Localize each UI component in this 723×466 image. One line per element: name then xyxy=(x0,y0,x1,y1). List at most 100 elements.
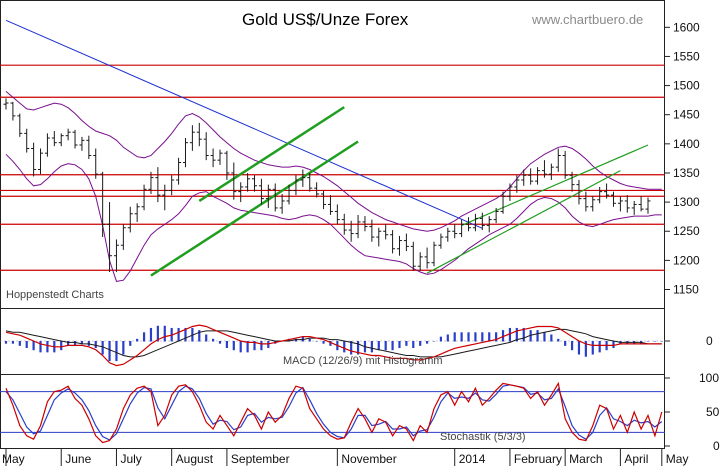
date-tick-label: November xyxy=(341,452,396,466)
date-tick-label: May xyxy=(2,452,25,466)
stochastic-k-line xyxy=(5,381,663,444)
macd-line xyxy=(5,324,662,367)
ohlc-bar xyxy=(348,220,354,242)
ohlc-bar xyxy=(431,241,437,267)
ohlc-bar xyxy=(196,122,202,147)
ohlc-bar xyxy=(286,184,292,205)
ohlc-bar xyxy=(383,224,389,240)
ohlc-bar xyxy=(86,135,92,159)
ohlc-bar xyxy=(72,129,78,149)
ohlc-bar xyxy=(479,212,485,231)
ohlc-bar xyxy=(472,213,478,232)
ohlc-bar xyxy=(631,200,637,215)
price-tick-label: 1200 xyxy=(673,253,700,267)
ohlc-bar xyxy=(169,175,175,196)
source-label: Hoppenstedt Charts xyxy=(6,289,104,301)
ohlc-bar xyxy=(279,193,285,214)
ohlc-bar xyxy=(224,150,230,180)
macd-tick-label: 0 xyxy=(706,334,713,348)
ohlc-bar xyxy=(17,113,23,137)
date-tick-label: August xyxy=(176,452,214,466)
ohlc-bar xyxy=(390,230,396,254)
ohlc-bar xyxy=(38,148,44,175)
ohlc-bar xyxy=(445,227,451,242)
ohlc-bar xyxy=(583,191,589,212)
ohlc-bar xyxy=(466,217,472,232)
ohlc-bar xyxy=(272,183,278,212)
ohlc-bar xyxy=(638,196,644,212)
watermark: www.chartbuero.de xyxy=(531,12,643,27)
ohlc-bar xyxy=(369,219,375,242)
ohlc-bar xyxy=(645,197,651,214)
ohlc-bar xyxy=(321,190,327,210)
ohlc-bar xyxy=(300,169,306,187)
ohlc-bar xyxy=(31,142,37,177)
ohlc-bar xyxy=(210,148,216,168)
ohlc-bar xyxy=(562,150,568,179)
ohlc-bar xyxy=(113,239,119,273)
ohlc-bar xyxy=(162,184,168,211)
ohlc-bar xyxy=(500,191,506,214)
ohlc-bar xyxy=(341,213,347,235)
ohlc-bar xyxy=(44,133,50,157)
ohlc-bar xyxy=(217,149,223,165)
ohlc-bar xyxy=(610,191,616,207)
macd-signal-line xyxy=(5,328,662,358)
ohlc-bar xyxy=(141,184,147,211)
date-tick-label: 2014 xyxy=(459,452,486,466)
ohlc-bar xyxy=(24,128,30,153)
channel-2-upper-line xyxy=(461,144,649,226)
ohlc-bar xyxy=(548,163,554,180)
bollinger-bands-layer xyxy=(5,91,662,282)
ohlc-bar xyxy=(410,241,416,271)
ohlc-bar xyxy=(58,133,64,147)
ohlc-bar xyxy=(528,168,534,185)
stochastic-tick-label: 100 xyxy=(699,371,719,385)
stochastic-layer: 100 50 0 xyxy=(0,371,720,453)
price-tick-label: 1300 xyxy=(673,195,700,209)
ohlc-bar xyxy=(3,98,9,110)
ohlc-bar xyxy=(176,157,182,185)
price-tick-label: 1400 xyxy=(673,137,700,151)
ohlc-bar xyxy=(590,196,596,212)
price-tick-label: 1350 xyxy=(673,166,700,180)
stochastic-label: Stochastik (5/3/3) xyxy=(440,431,526,443)
ohlc-bar xyxy=(438,233,444,249)
ohlc-bar xyxy=(258,178,264,205)
ohlc-bar xyxy=(576,179,582,205)
stochastic-tick-label: 50 xyxy=(706,405,720,419)
ohlc-bar xyxy=(507,183,513,201)
ohlc-bar xyxy=(93,148,99,179)
ohlc-bar xyxy=(245,172,251,192)
ohlc-bar xyxy=(624,195,630,213)
price-tick-label: 1250 xyxy=(673,224,700,238)
ohlc-bar xyxy=(541,160,547,178)
ohlc-bar xyxy=(293,175,299,196)
ohlc-bar xyxy=(238,182,244,203)
price-tick-label: 1500 xyxy=(673,79,700,93)
ohlc-bar xyxy=(334,204,340,225)
macd-label: MACD (12/26/9) mit Histogramm xyxy=(283,355,443,367)
ohlc-bar xyxy=(424,247,430,269)
date-axis: May June July August September November 2014 Fe… xyxy=(2,448,688,466)
ohlc-bar xyxy=(231,162,237,200)
ohlc-bar xyxy=(355,214,361,239)
chart-title: Gold US$/Unze Forex xyxy=(242,10,409,29)
date-tick-label: September xyxy=(231,452,290,466)
ohlc-bars-layer xyxy=(3,98,651,273)
ohlc-bar xyxy=(203,132,209,161)
price-tick-label: 1150 xyxy=(673,283,699,297)
ohlc-bar xyxy=(307,172,313,192)
ohlc-bar xyxy=(514,175,520,193)
price-tick-label: 1600 xyxy=(673,20,700,34)
ohlc-bar xyxy=(65,128,71,141)
ohlc-bar xyxy=(265,184,271,208)
ohlc-bar xyxy=(100,171,106,238)
ohlc-bar xyxy=(535,167,541,185)
stochastic-tick-label: 0 xyxy=(713,439,720,453)
long-downtrend-line xyxy=(5,19,483,229)
ohlc-bar xyxy=(486,216,492,233)
ohlc-bar xyxy=(182,138,188,168)
